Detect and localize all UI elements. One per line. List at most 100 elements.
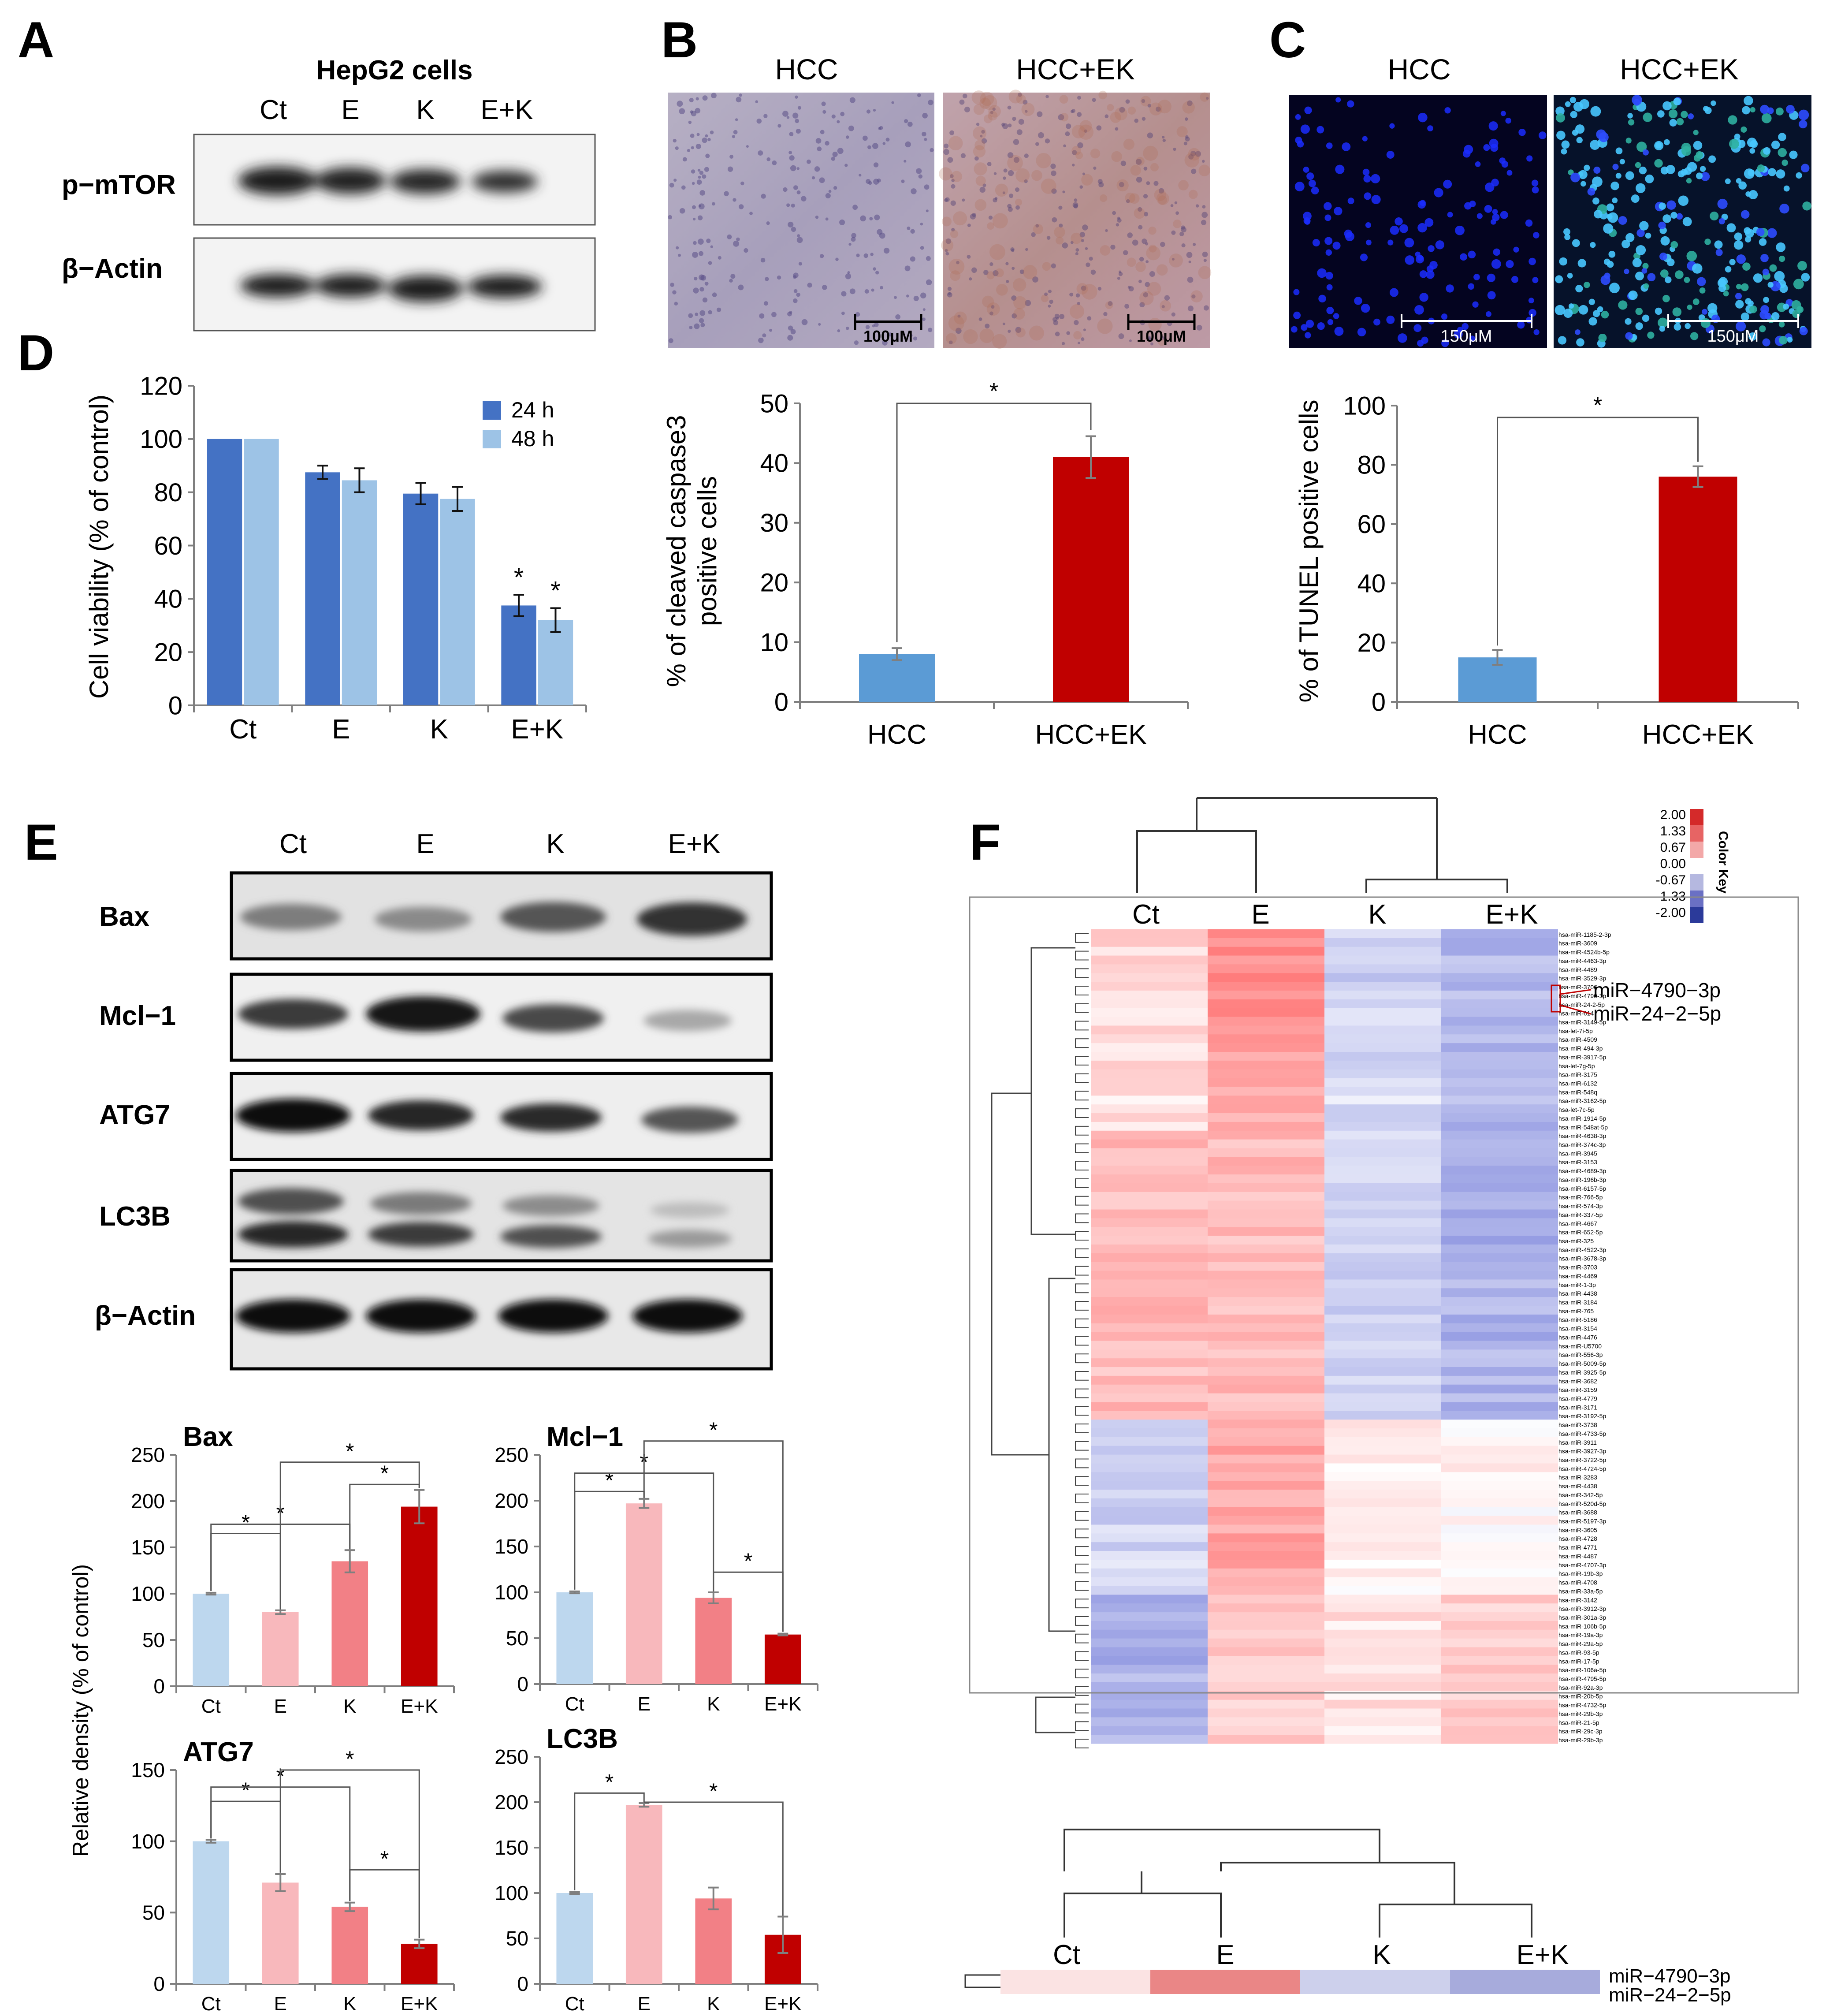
heatmap-cell xyxy=(1441,1682,1558,1692)
x-tick-label: Ct xyxy=(201,1993,221,2015)
panel-letter-c: C xyxy=(1269,12,1306,68)
heatmap-cell xyxy=(1441,1139,1558,1149)
y-tick-label: 20 xyxy=(154,638,182,667)
panel-letter-d: D xyxy=(18,325,54,381)
heatmap-cell xyxy=(1208,1384,1324,1394)
heatmap-cell xyxy=(1324,1087,1441,1096)
heatmap-cell xyxy=(1208,1682,1324,1692)
heatmap-row-label: hsa-miR-3688 xyxy=(1558,1509,1597,1516)
heatmap-cell xyxy=(1324,1297,1441,1306)
heatmap-cell xyxy=(1208,1139,1324,1149)
heatmap-row-label: hsa-miR-3917-5p xyxy=(1558,1054,1606,1061)
heatmap-cell xyxy=(1324,1673,1441,1683)
sub-heatmap-row-24: miR−24−2−5p xyxy=(1609,1984,1731,2006)
x-tick-label: E+K xyxy=(401,1696,438,1717)
bar xyxy=(1053,457,1129,702)
heatmap-cell xyxy=(1208,1420,1324,1429)
heatmap-cell xyxy=(1208,1148,1324,1157)
blot-e-lane-ct: Ct xyxy=(279,829,307,859)
heatmap-cell xyxy=(1208,1524,1324,1534)
heatmap-cell xyxy=(1324,1559,1441,1569)
significance-star: * xyxy=(242,1778,250,1803)
y-tick-label: 40 xyxy=(154,585,182,614)
heatmap-cell xyxy=(1441,1096,1558,1105)
heatmap-cell xyxy=(1091,1568,1208,1578)
color-key-swatch xyxy=(1690,874,1703,891)
significance-bracket xyxy=(896,402,1092,642)
color-key-swatch xyxy=(1690,809,1703,825)
heatmap-cell xyxy=(1324,1437,1441,1446)
heatmap-row-label: hsa-miR-3678-3p xyxy=(1558,1255,1606,1262)
y-tick-label: 100 xyxy=(131,1582,165,1605)
heatmap-row-label: hsa-miR-342-5p xyxy=(1558,1491,1603,1498)
heatmap-cell xyxy=(1208,1174,1324,1184)
heatmap-cell xyxy=(1324,1428,1441,1438)
x-tick-label: HCC xyxy=(1468,719,1527,750)
heatmap-row-label: hsa-miR-21-5p xyxy=(1558,1719,1599,1726)
heatmap-cell xyxy=(1441,1411,1558,1420)
heatmap-cell xyxy=(1208,1087,1324,1096)
heatmap-cell xyxy=(1208,973,1324,982)
heatmap-cell xyxy=(1324,1699,1441,1709)
y-tick-label: 50 xyxy=(506,1927,528,1950)
heatmap-cell xyxy=(1208,964,1324,973)
heatmap-cell xyxy=(1324,1017,1441,1026)
heatmap-cell xyxy=(1208,1271,1324,1280)
heatmap-cell xyxy=(1091,1358,1208,1368)
bar xyxy=(501,605,536,705)
heatmap-cell xyxy=(1208,1008,1324,1017)
significance-star: * xyxy=(514,563,524,592)
heatmap-cell xyxy=(1091,1699,1208,1709)
heatmap-row-label: hsa-miR-4771 xyxy=(1558,1544,1597,1551)
heatmap-cell xyxy=(1208,1288,1324,1297)
heatmap-cell xyxy=(1441,1726,1558,1735)
heatmap-row-label: hsa-miR-106a-5p xyxy=(1558,1666,1606,1673)
heatmap-cell xyxy=(1091,1096,1208,1105)
heatmap-cell xyxy=(1441,1673,1558,1683)
x-tick-label: HCC+EK xyxy=(1035,719,1146,750)
heatmap-cell xyxy=(1091,1078,1208,1088)
heatmap-cell xyxy=(1324,1516,1441,1525)
blot-e-row-actin: β−Actin xyxy=(95,1301,196,1331)
heatmap-cell xyxy=(1091,1244,1208,1254)
x-tick-label: E xyxy=(638,1693,651,1715)
heatmap-cell xyxy=(1441,1577,1558,1587)
bar xyxy=(625,1805,662,1984)
heatmap-cell xyxy=(1208,1533,1324,1543)
heatmap-cell xyxy=(1441,982,1558,991)
heatmap-cell xyxy=(1091,1726,1208,1735)
band-actin-a-ct xyxy=(240,274,315,297)
heatmap-cell xyxy=(1441,1428,1558,1438)
chart-title: LC3B xyxy=(547,1724,618,1754)
heatmap-cell xyxy=(1091,1209,1208,1219)
y-tick-label: 0 xyxy=(153,1972,165,1995)
heatmap-cell xyxy=(1208,1507,1324,1517)
tunel-label-hccek: HCC+EK xyxy=(1620,53,1739,86)
heatmap-cell xyxy=(1441,1463,1558,1472)
heatmap-cell xyxy=(1441,1621,1558,1630)
heatmap-cell xyxy=(1091,1375,1208,1385)
heatmap-cell xyxy=(1091,1297,1208,1306)
heatmap-cell xyxy=(1441,1183,1558,1192)
heatmap-cell xyxy=(1324,1420,1441,1429)
heatmap-cell xyxy=(1208,1542,1324,1551)
heatmap-row-label: hsa-miR-4522-3p xyxy=(1558,1246,1606,1253)
bar xyxy=(262,1882,299,1984)
heatmap-cell xyxy=(1091,1341,1208,1350)
heatmap-cell xyxy=(1441,1507,1558,1517)
heatmap-cell xyxy=(1441,1446,1558,1455)
heatmap-cell xyxy=(1208,1595,1324,1604)
blot-e-row-atg7: ATG7 xyxy=(99,1100,170,1130)
heatmap-cell xyxy=(1324,1490,1441,1499)
heatmap-cell xyxy=(1091,1060,1208,1070)
heatmap-row-label: hsa-miR-33a-5p xyxy=(1558,1587,1603,1595)
heatmap-cell xyxy=(1091,1708,1208,1718)
bar xyxy=(764,1634,801,1684)
bar xyxy=(556,1893,593,1984)
heatmap-cell xyxy=(1324,991,1441,1000)
heatmap-cell xyxy=(1091,1647,1208,1656)
heatmap-row-label: hsa-miR-556-3p xyxy=(1558,1351,1603,1358)
heatmap-cell xyxy=(1091,1262,1208,1271)
color-key-swatch xyxy=(1690,842,1703,858)
